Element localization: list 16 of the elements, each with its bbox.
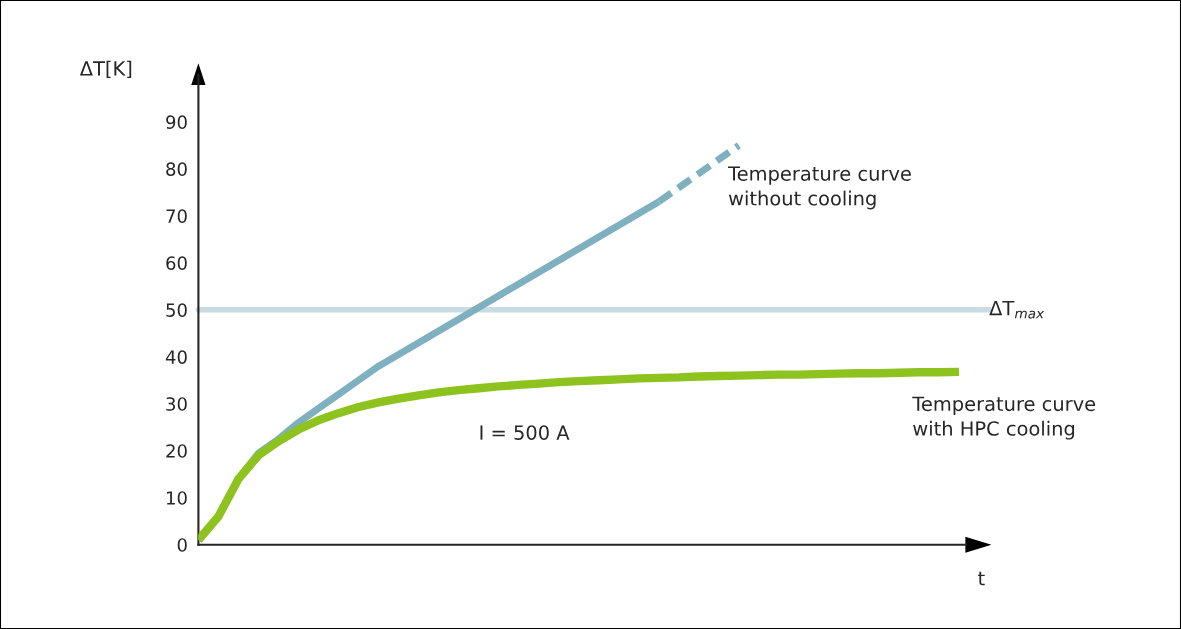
annotation: I = 500 A <box>480 425 570 440</box>
y-tick-label: 50 <box>166 303 187 317</box>
y-tick-label: 60 <box>166 256 187 270</box>
y-tick-label: 80 <box>166 162 187 176</box>
annotation: Temperature curve with HPC cooling <box>912 396 1096 440</box>
y-tick-label: 90 <box>166 115 187 129</box>
y-tick-label: 10 <box>167 491 187 505</box>
x-axis-title: t <box>978 571 985 586</box>
ref-line-label: ΔT$_{max}$ <box>989 300 1045 319</box>
y-tick-label: 70 <box>166 209 187 223</box>
y-tick-label: 30 <box>166 397 187 411</box>
annotation: Temperature curve without cooling <box>728 166 911 210</box>
y-tick-label: 40 <box>165 350 187 364</box>
y-axis-title: ΔT[K] <box>79 60 132 79</box>
y-tick-label: 20 <box>166 444 187 458</box>
y-tick-label: 0 <box>177 538 187 552</box>
